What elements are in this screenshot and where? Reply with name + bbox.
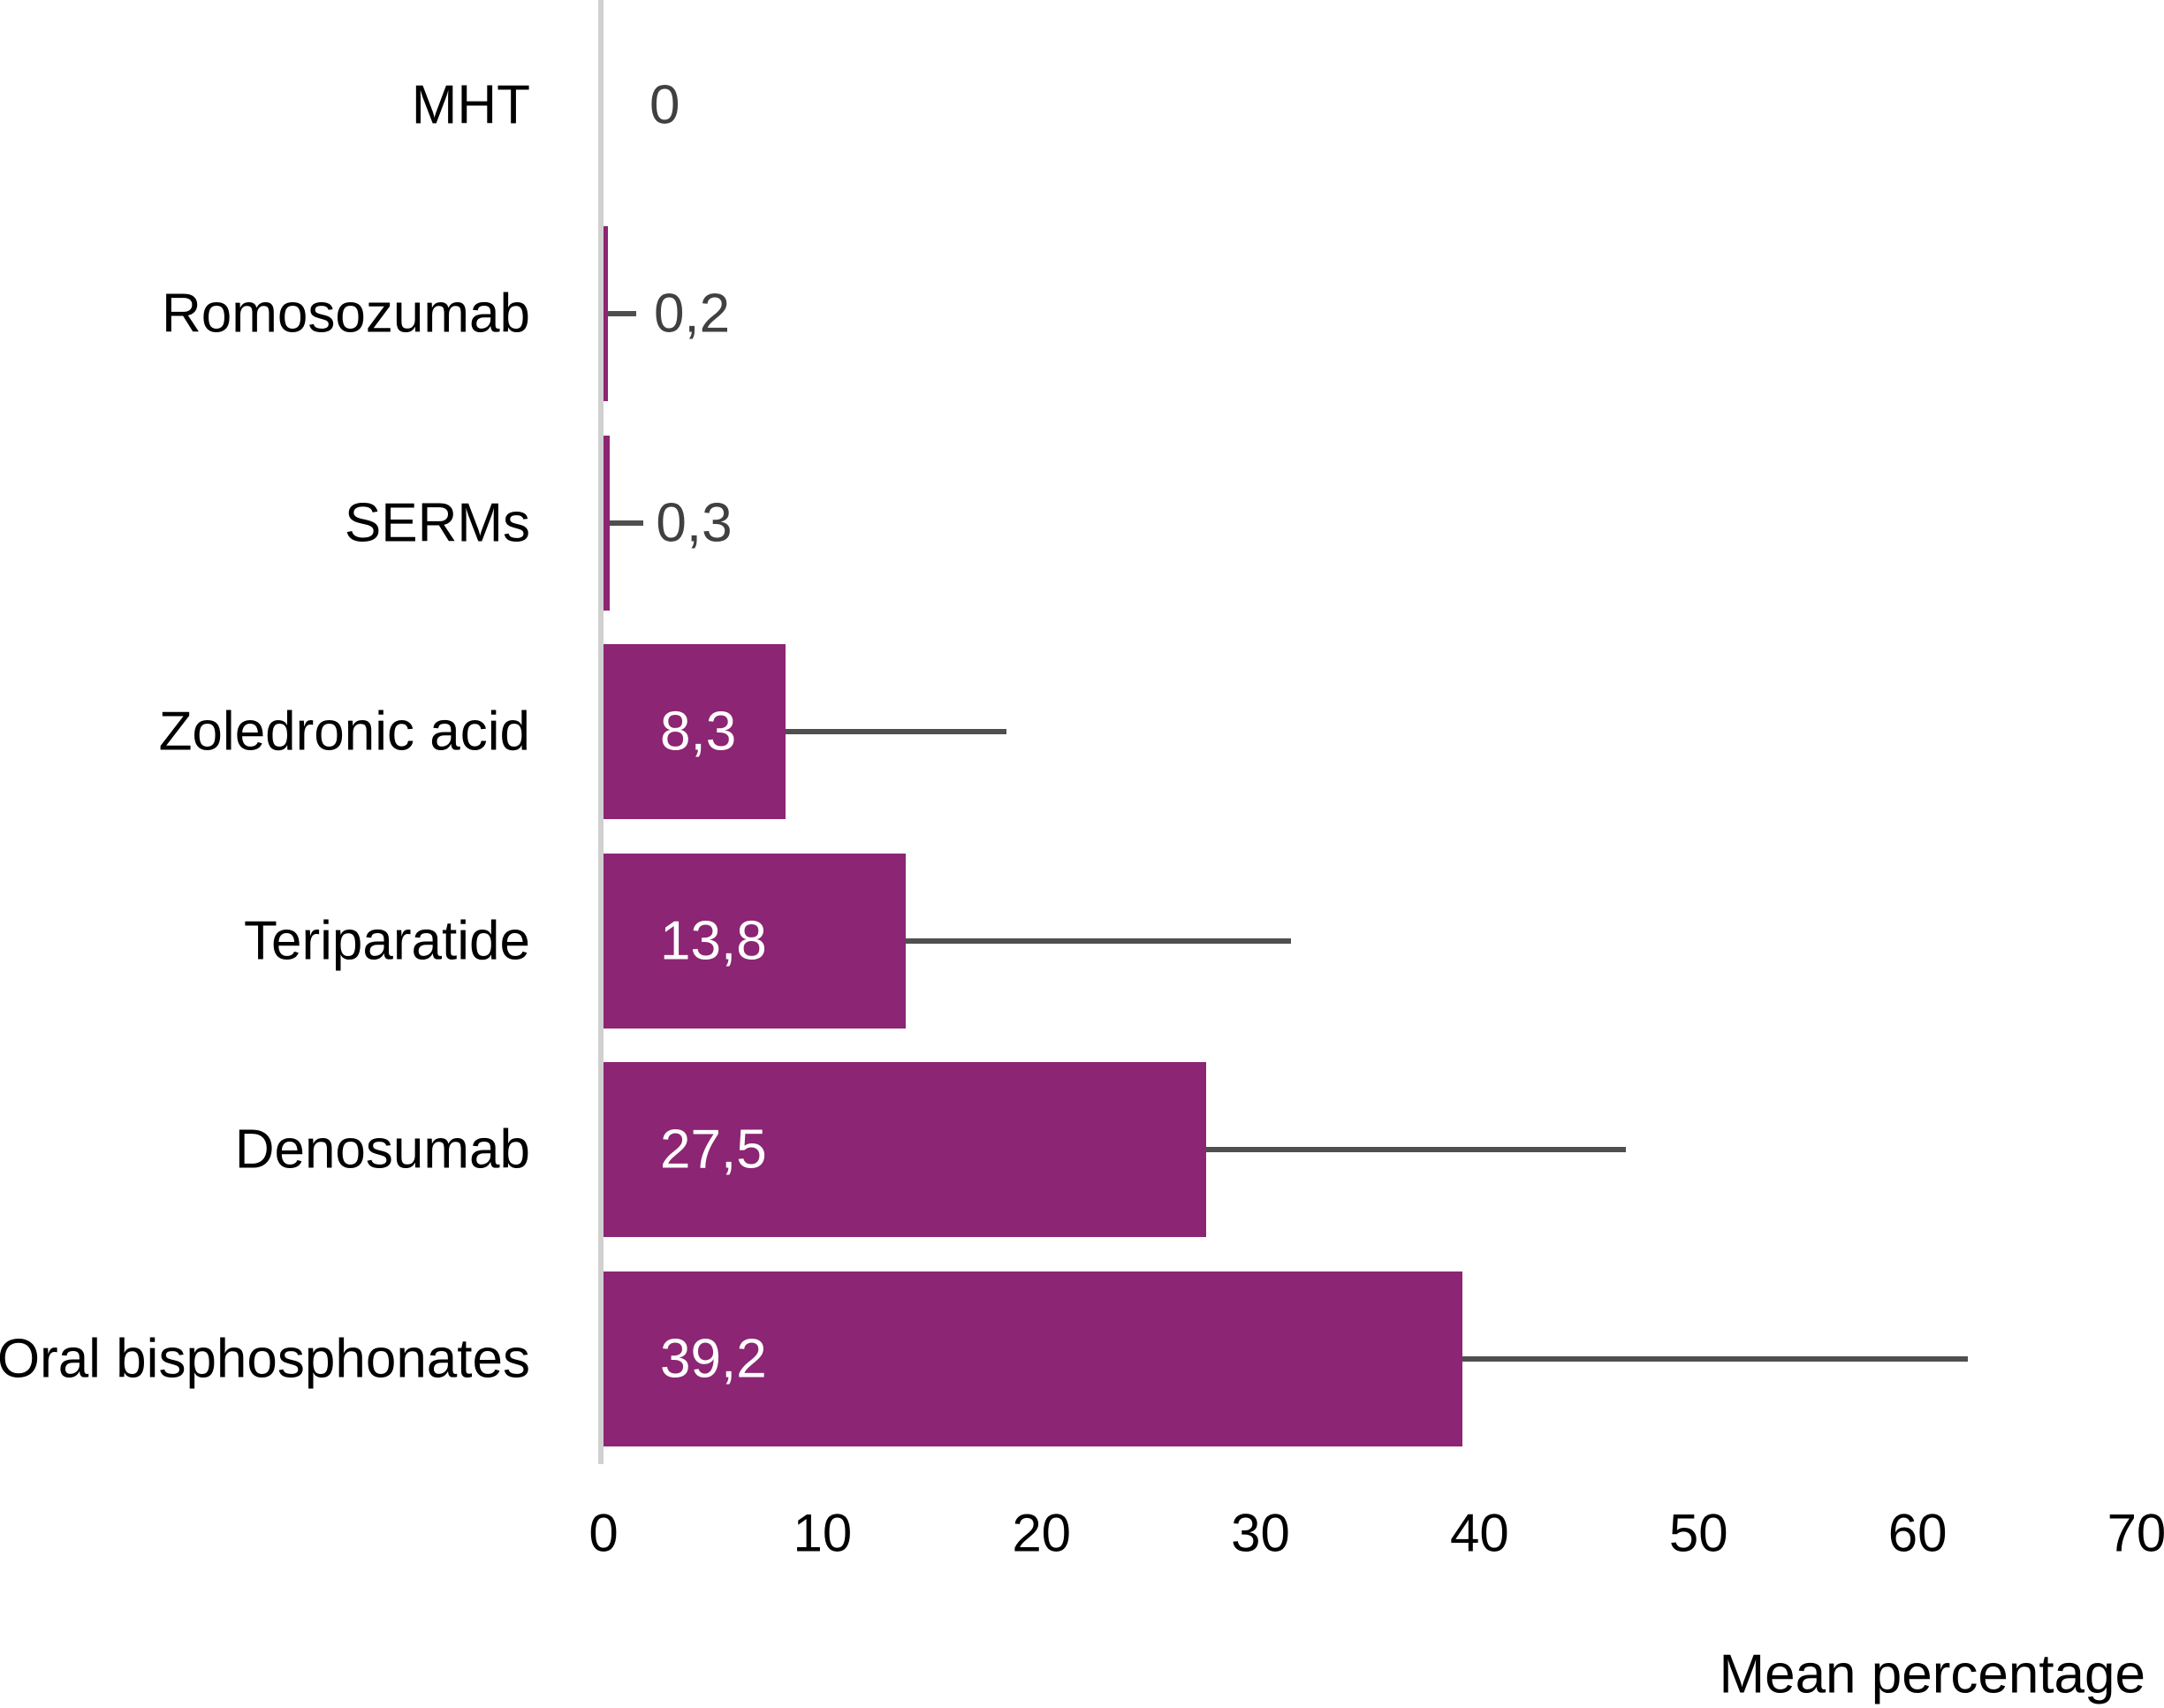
error-bar	[906, 938, 1292, 944]
x-axis-title: Mean percentage	[1719, 1643, 2145, 1705]
category-label: Zoledronic acid	[158, 701, 530, 763]
category-label: Oral bisphosphonates	[0, 1328, 530, 1389]
category-label: SERMs	[344, 492, 530, 553]
x-tick-label: 70	[2107, 1503, 2164, 1563]
bar	[604, 435, 611, 611]
value-label: 0,2	[653, 283, 731, 345]
x-tick-label: 60	[1887, 1503, 1948, 1563]
error-bar	[785, 729, 1007, 734]
x-tick-label: 10	[793, 1503, 853, 1563]
value-label: 0,3	[656, 492, 733, 553]
bar	[604, 1062, 1206, 1237]
error-bar	[1462, 1355, 1969, 1362]
category-label: Teriparatide	[244, 910, 530, 971]
value-label: 8,3	[660, 701, 737, 763]
value-label: 39,2	[660, 1328, 767, 1389]
x-tick-label: 20	[1012, 1503, 1072, 1563]
category-label: Denosumab	[234, 1119, 530, 1180]
category-label: Romosozumab	[162, 283, 530, 345]
value-label: 27,5	[660, 1119, 767, 1180]
bar	[604, 853, 907, 1029]
x-tick-label: 30	[1231, 1503, 1290, 1563]
x-tick-label: 0	[588, 1503, 619, 1563]
error-bar	[1205, 1147, 1627, 1152]
bar	[604, 1271, 1462, 1446]
bar	[604, 226, 608, 401]
y-axis-line	[598, 0, 604, 1464]
value-label: 0	[649, 74, 680, 135]
category-label: MHT	[411, 74, 530, 135]
value-label: 13,8	[660, 910, 767, 971]
x-tick-label: 50	[1668, 1503, 1728, 1563]
x-tick-label: 40	[1450, 1503, 1509, 1563]
error-bar	[607, 311, 637, 316]
error-bar	[610, 520, 643, 526]
bar	[604, 644, 786, 819]
